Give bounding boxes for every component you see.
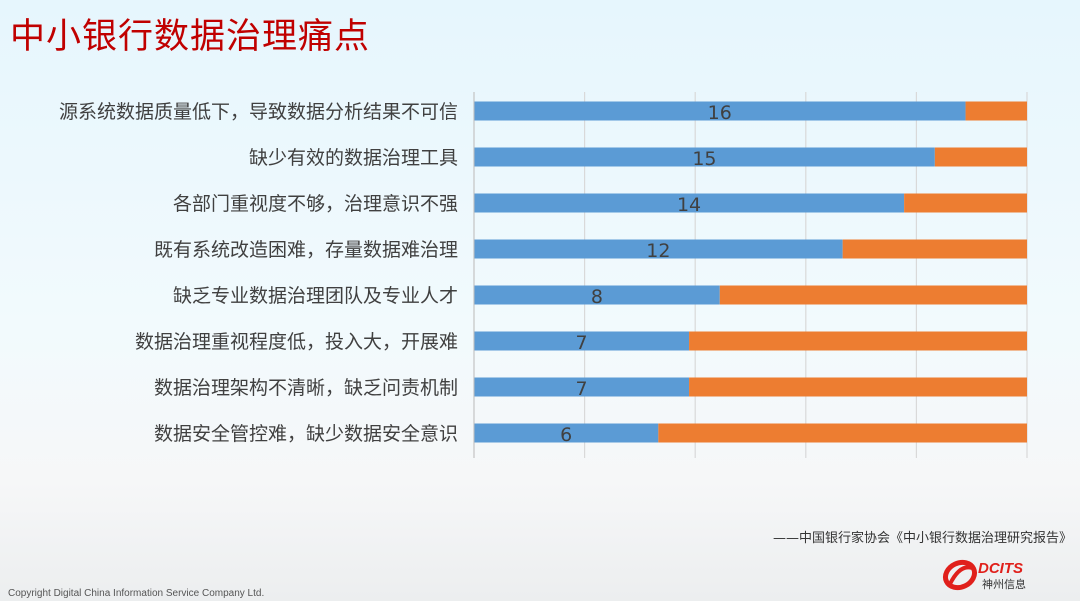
bar-remainder (719, 285, 1027, 305)
bar-value (474, 101, 966, 121)
bar-remainder (965, 101, 1027, 121)
dcits-logo: DCITS 神州信息 (942, 559, 1026, 591)
bar-remainder (934, 147, 1027, 167)
bar-value (474, 423, 659, 443)
svg-text:DCITS: DCITS (978, 560, 1023, 577)
category-label: 数据治理架构不清晰，缺乏问责机制 (154, 377, 458, 399)
category-label: 源系统数据质量低下，导致数据分析结果不可信 (59, 101, 458, 123)
bar-value (474, 239, 843, 259)
source-citation: ——中国银行家协会《中小银行数据治理研究报告》 (772, 531, 1072, 546)
bar-value (474, 193, 905, 213)
category-label: 数据治理重视程度低，投入大，开展难 (135, 331, 458, 353)
page-title: 中小银行数据治理痛点 (10, 17, 371, 57)
copyright: Copyright Digital China Information Serv… (8, 588, 265, 599)
bar-value (474, 285, 720, 305)
bar-chart: 源系统数据质量低下，导致数据分析结果不可信 16 缺少有效的数据治理工具 15 各部门重… (59, 92, 1028, 458)
bar-remainder (842, 239, 1027, 259)
bar-value (474, 331, 690, 351)
data-label: 12 (646, 240, 670, 262)
svg-text:神州信息: 神州信息 (982, 577, 1026, 591)
bar-value (474, 147, 935, 167)
bar-remainder (689, 377, 1027, 397)
data-label: 14 (677, 194, 701, 216)
category-label: 缺乏专业数据治理团队及专业人才 (173, 285, 458, 307)
bar-remainder (904, 193, 1027, 213)
bar-value (474, 377, 690, 397)
data-label: 7 (575, 332, 587, 354)
category-label: 各部门重视度不够，治理意识不强 (173, 193, 458, 215)
bar-remainder (689, 331, 1027, 351)
data-label: 15 (692, 148, 716, 170)
data-label: 6 (560, 424, 572, 446)
bar-remainder (658, 423, 1027, 443)
data-label: 7 (575, 378, 587, 400)
category-label: 缺少有效的数据治理工具 (249, 147, 458, 169)
category-label: 数据安全管控难，缺少数据安全意识 (154, 423, 458, 445)
data-label: 8 (591, 286, 603, 308)
category-label: 既有系统改造困难，存量数据难治理 (154, 239, 458, 261)
data-label: 16 (708, 102, 732, 124)
